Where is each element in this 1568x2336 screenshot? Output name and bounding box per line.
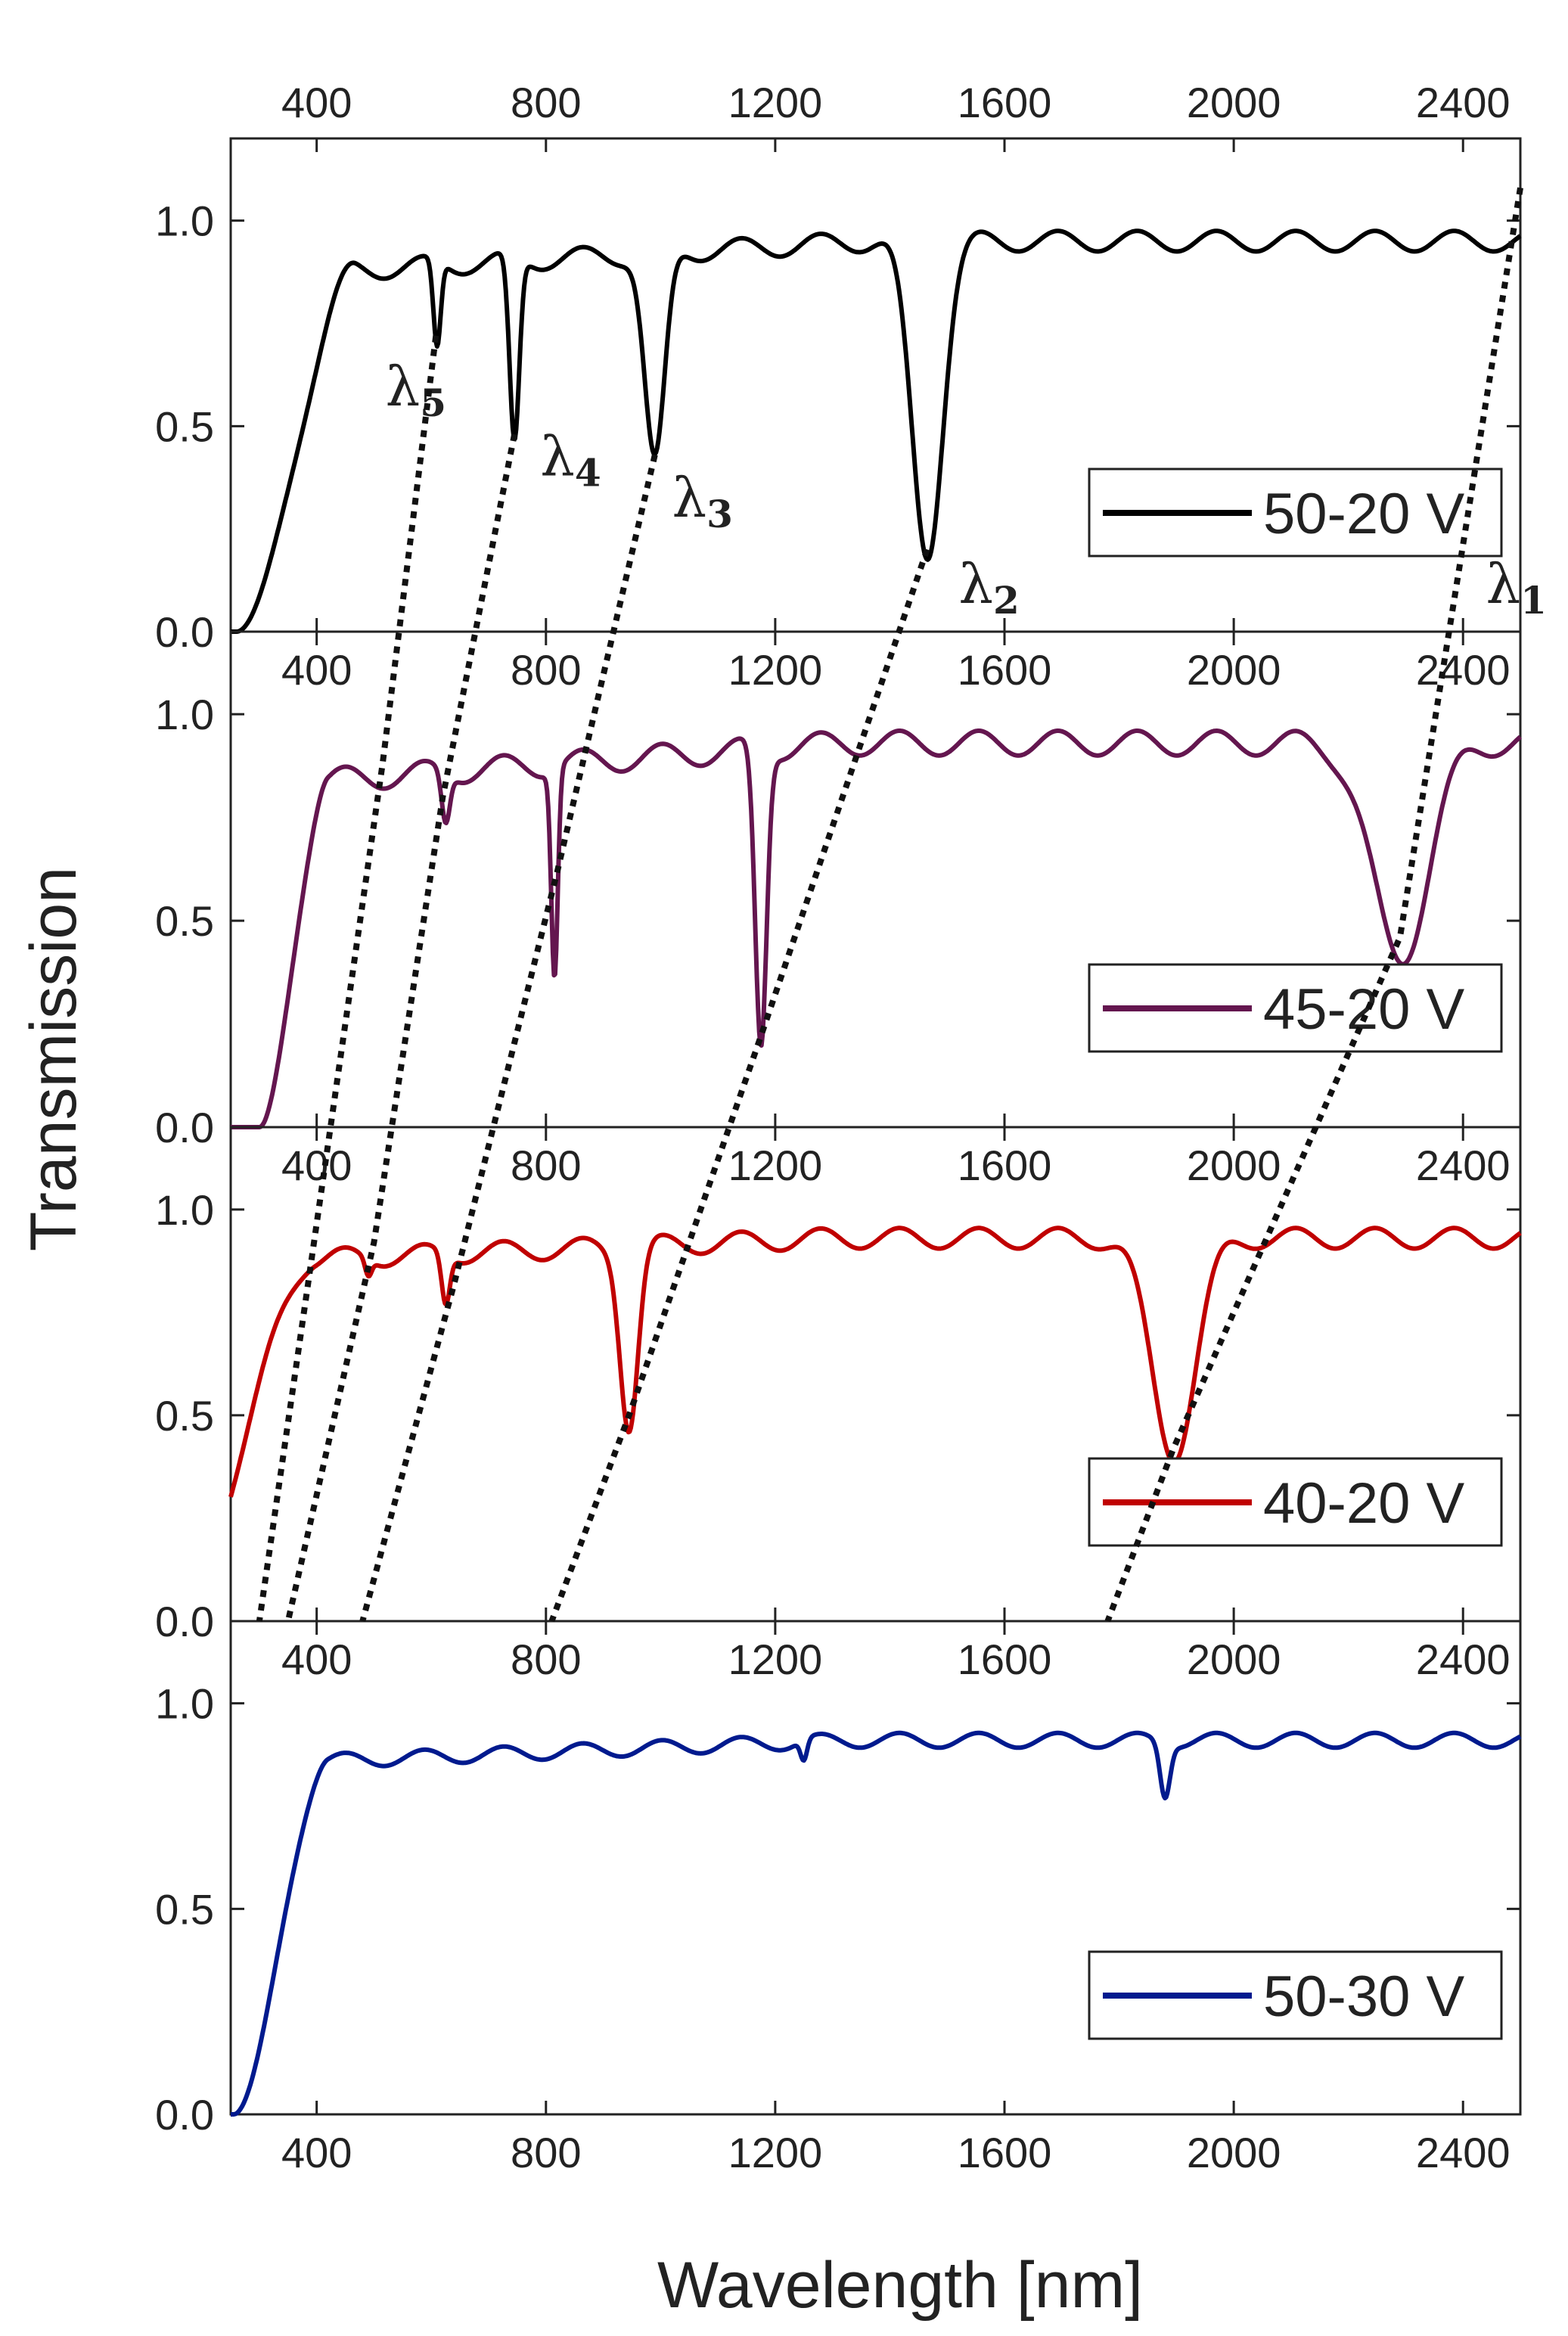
panel-1: 0.0 0.5 1.0 400 800 1200 1600 2000 2400 50-20 V λ5…	[155, 79, 1547, 656]
dotted-guide-line-5	[1104, 187, 1523, 1623]
legend-label: 45-20 V	[1263, 977, 1464, 1042]
panel-frame	[229, 1620, 1522, 2116]
legend-label: 40-20 V	[1263, 1471, 1464, 1536]
y-tick-label: 0.0	[155, 608, 214, 656]
series-line-3	[228, 1225, 1522, 1498]
x-tick-label-top: 800	[511, 1636, 581, 1683]
panel-3: 0.0 0.5 1.0 400 800 1200 1600 2000 2400 40-20 V	[155, 1126, 1522, 1645]
x-tick-label-top: 2400	[1416, 1142, 1511, 1189]
y-tick-label: 0.5	[155, 402, 214, 450]
x-tick-label-top: 400	[281, 1636, 352, 1683]
lambda-symbol: λ	[672, 466, 706, 530]
dotted-guide-line-4	[548, 548, 930, 1623]
x-tick-label-bottom: 800	[511, 2129, 581, 2176]
legend-4: 50-30 V	[1088, 1950, 1503, 2040]
x-tick-label-top: 2000	[1187, 1636, 1281, 1683]
x-tick-label-bottom: 1200	[728, 2129, 823, 2176]
y-tick-label: 0.0	[155, 2091, 214, 2139]
x-tick-label-top: 1600	[958, 1636, 1052, 1683]
panel-4: 0.0 0.5 1.0 400 400 800 800 1200 1200 1600 1600 200…	[155, 1620, 1522, 2176]
x-tick-label-bottom: 1600	[958, 2129, 1052, 2176]
y-tick-label: 0.5	[155, 897, 214, 945]
x-tick-label-top: 800	[511, 1142, 581, 1189]
x-tick-label-top: 2000	[1187, 646, 1281, 694]
x-tick-label-top: 2000	[1187, 1142, 1281, 1189]
x-tick-label-top: 1200	[728, 1142, 823, 1189]
y-axis-title: Transmission	[17, 867, 90, 1251]
x-tick-label-top: 1600	[958, 646, 1052, 694]
lambda-subscript: 4	[575, 451, 601, 495]
lambda-4-label: λ4	[540, 425, 601, 495]
y-tick-label: 1.0	[155, 691, 214, 738]
legend-2: 45-20 V	[1088, 963, 1503, 1053]
x-tick-label-top: 400	[281, 646, 352, 694]
dotted-guide-line-3	[359, 454, 658, 1623]
legend-label: 50-20 V	[1263, 482, 1464, 546]
y-tick-label: 1.0	[155, 1680, 214, 1728]
x-axis-title: Wavelength [nm]	[657, 2249, 1143, 2322]
y-tick-label: 0.0	[155, 1598, 214, 1645]
x-tick-label-top: 1200	[728, 646, 823, 694]
lambda-1-label: λ1	[1486, 552, 1547, 623]
panel-frame	[229, 1126, 1522, 1623]
lambda-2-label: λ2	[958, 552, 1019, 623]
x-tick-label-top: 400	[281, 79, 352, 126]
series-line-4	[229, 1730, 1522, 2117]
x-tick-label-bottom: 2000	[1187, 2129, 1281, 2176]
lambda-symbol: λ	[540, 425, 575, 489]
lambda-subscript: 3	[706, 492, 733, 536]
x-tick-label-bottom: 400	[281, 2129, 352, 2176]
x-tick-label-top: 2400	[1416, 646, 1511, 694]
legend-3: 40-20 V	[1088, 1457, 1503, 1547]
series-line-2	[229, 728, 1522, 1129]
legend-label: 50-30 V	[1263, 1965, 1464, 2029]
lambda-5-label: λ5	[386, 355, 446, 425]
x-tick-label-top: 1600	[958, 79, 1052, 126]
y-tick-label: 0.0	[155, 1104, 214, 1151]
lambda-subscript: 2	[993, 578, 1020, 623]
guide-lines-layer	[256, 187, 1523, 1623]
x-tick-label-top: 1200	[728, 79, 823, 126]
y-tick-label: 0.5	[155, 1392, 214, 1440]
lambda-symbol: λ	[1486, 552, 1521, 616]
series-line-1	[229, 228, 1522, 634]
panel-2: 0.0 0.5 1.0 400 800 1200 1600 2000 2400 45-20 V	[155, 630, 1522, 1151]
x-tick-label-top: 2000	[1187, 79, 1281, 126]
x-tick-label-top: 400	[281, 1142, 352, 1189]
x-tick-label-top: 800	[511, 646, 581, 694]
lambda-symbol: λ	[958, 552, 993, 616]
x-tick-label-top: 2400	[1416, 79, 1511, 126]
x-tick-label-top: 1200	[728, 1636, 823, 1683]
x-tick-label-top: 1600	[958, 1142, 1052, 1189]
y-tick-label: 1.0	[155, 1186, 214, 1234]
x-tick-label-bottom: 2400	[1416, 2129, 1511, 2176]
legend-1: 50-20 V	[1088, 468, 1503, 558]
lambda-3-label: λ3	[672, 466, 732, 536]
lambda-subscript: 1	[1520, 578, 1547, 623]
dotted-guide-line-1	[256, 335, 439, 1622]
x-tick-label-top: 800	[511, 79, 581, 126]
y-tick-label: 1.0	[155, 197, 214, 245]
x-tick-label-top: 2400	[1416, 1636, 1511, 1683]
lambda-symbol: λ	[386, 355, 421, 418]
y-tick-label: 0.5	[155, 1885, 214, 1933]
